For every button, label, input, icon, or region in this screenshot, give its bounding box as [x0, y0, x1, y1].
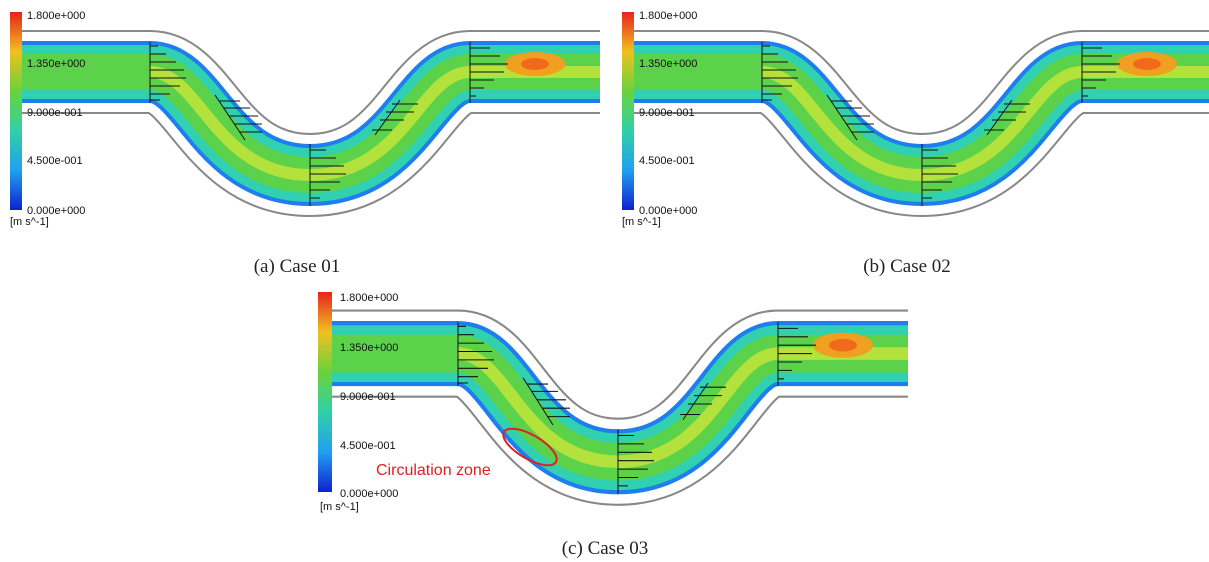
colorbar-tick: 0.000e+000 [340, 488, 398, 500]
colorbar-tick: 4.500e-001 [639, 155, 695, 167]
flow-contour [10, 42, 600, 206]
annotation: Circulation zone [376, 462, 491, 479]
flow-contour [622, 42, 1209, 206]
colorbar-tick: 4.500e-001 [340, 440, 396, 452]
colorbar-tick: 1.800e+000 [340, 292, 398, 304]
colorbar [622, 12, 634, 210]
colorbar-tick: 1.800e+000 [27, 10, 85, 22]
panel-c: 1.800e+000 1.350e+000 9.000e-001 4.500e-… [318, 292, 908, 559]
colorbar-unit: [m s^-1] [320, 501, 359, 513]
colorbar-tick: 1.350e+000 [340, 342, 398, 354]
figure: 1.800e+000 1.350e+000 9.000e-001 4.500e-… [0, 0, 1209, 562]
colorbar-tick: 9.000e-001 [639, 107, 695, 119]
colorbar-unit: [m s^-1] [10, 216, 49, 228]
caption: (b) Case 02 [863, 256, 951, 277]
colorbar-tick: 9.000e-001 [340, 391, 396, 403]
colorbar-unit: [m s^-1] [622, 216, 661, 228]
caption: (a) Case 01 [254, 256, 341, 277]
colorbar [318, 292, 332, 492]
colorbar-tick: 1.800e+000 [639, 10, 697, 22]
panel-b: 1.800e+000 1.350e+000 9.000e-001 4.500e-… [622, 10, 1209, 277]
colorbar-tick: 1.350e+000 [639, 58, 697, 70]
colorbar [10, 12, 22, 210]
caption: (c) Case 03 [562, 538, 649, 559]
colorbar-tick: 1.350e+000 [27, 58, 85, 70]
panel-a: 1.800e+000 1.350e+000 9.000e-001 4.500e-… [10, 10, 600, 277]
colorbar-tick: 9.000e-001 [27, 107, 83, 119]
colorbar-tick: 4.500e-001 [27, 155, 83, 167]
